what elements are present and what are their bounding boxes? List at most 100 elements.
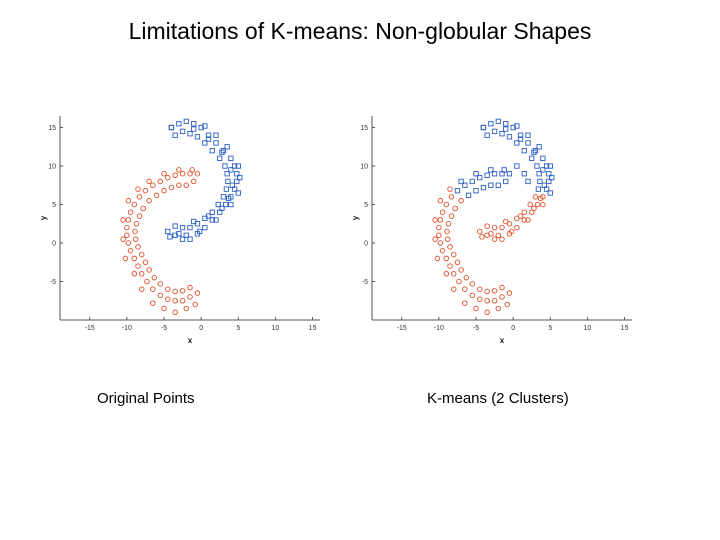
point-circle [531,205,537,212]
point-square [237,174,243,181]
point-circle [192,301,198,308]
point-circle [445,221,452,227]
point-circle [476,286,483,292]
point-circle [484,298,490,304]
point-circle [439,209,446,215]
point-circle [138,271,145,277]
point-circle [439,247,446,254]
point-circle [506,290,513,296]
point-circle [462,300,468,306]
point-circle [189,167,195,173]
point-circle [150,300,156,306]
point-square [205,136,212,142]
point-circle [525,217,531,223]
x-tick-label: -5 [161,325,167,332]
point-circle [499,284,505,291]
point-circle [135,244,141,250]
point-square [536,144,542,150]
y-tick-label: 15 [48,125,56,132]
point-circle [176,167,182,173]
point-square [514,123,520,129]
point-square [458,178,464,185]
point-square [503,178,509,185]
point-circle [164,286,171,292]
point-square [197,228,203,235]
point-circle [476,296,483,302]
point-square [224,144,230,150]
point-square [506,134,513,140]
point-circle [120,217,126,223]
point-circle [537,195,544,202]
point-square [525,140,531,146]
point-square [491,171,498,177]
point-circle [458,267,464,273]
point-circle [136,213,143,219]
point-circle [132,228,138,235]
point-square [213,132,219,138]
point-square [484,172,490,178]
point-circle [517,213,524,219]
point-circle [172,309,178,316]
x-tick-label: -10 [434,325,444,332]
x-tick-label: -10 [122,325,132,332]
y-tick-label: 15 [360,125,368,132]
point-square [172,223,178,229]
point-square [469,178,475,185]
y-tick-label: -5 [362,279,368,286]
point-circle [484,288,490,295]
point-square [517,136,524,142]
point-circle [450,251,457,258]
point-square [167,234,173,240]
point-square [191,126,197,132]
point-circle [484,309,490,316]
point-circle [157,178,164,185]
point-circle [456,278,462,285]
point-circle [458,197,464,204]
point-square [228,201,234,208]
point-circle [443,255,450,262]
point-circle [179,170,186,177]
point-circle [120,236,126,242]
point-square [234,171,240,177]
point-circle [448,194,455,200]
point-circle [124,232,130,239]
caption-kmeans: K-means (2 Clusters) [427,390,569,407]
point-circle [190,178,197,185]
point-circle [133,221,140,227]
point-circle [138,251,145,258]
point-square [205,132,212,138]
point-circle [463,274,470,281]
point-circle [176,182,182,189]
point-circle [499,224,505,231]
point-circle [131,201,138,208]
point-circle [432,236,438,242]
point-circle [144,278,150,285]
point-square [514,140,520,146]
original-points-scatter: -15 -10 -5 0 5 10 15 -5 0 5 10 15 x y [39,116,320,345]
point-square [546,171,552,177]
point-square [183,118,189,125]
point-circle [495,305,502,312]
point-circle [499,294,505,300]
point-square [235,190,241,196]
point-square [220,194,227,200]
x-tick-label: 10 [272,325,280,332]
point-circle [164,296,171,302]
point-circle [161,187,167,194]
point-circle [172,288,178,295]
point-square [488,182,494,188]
point-circle [447,263,453,269]
point-square [525,132,531,138]
x-axis-label: x [500,336,505,345]
point-square [529,155,535,161]
point-square [517,132,524,138]
point-square [535,186,542,192]
y-axis-label: y [351,215,360,220]
point-circle [436,232,442,239]
point-circle [194,290,201,296]
point-circle [146,178,152,185]
point-square [225,195,232,202]
point-circle [444,228,450,235]
point-square [484,132,490,138]
x-tick-label: 15 [309,325,317,332]
